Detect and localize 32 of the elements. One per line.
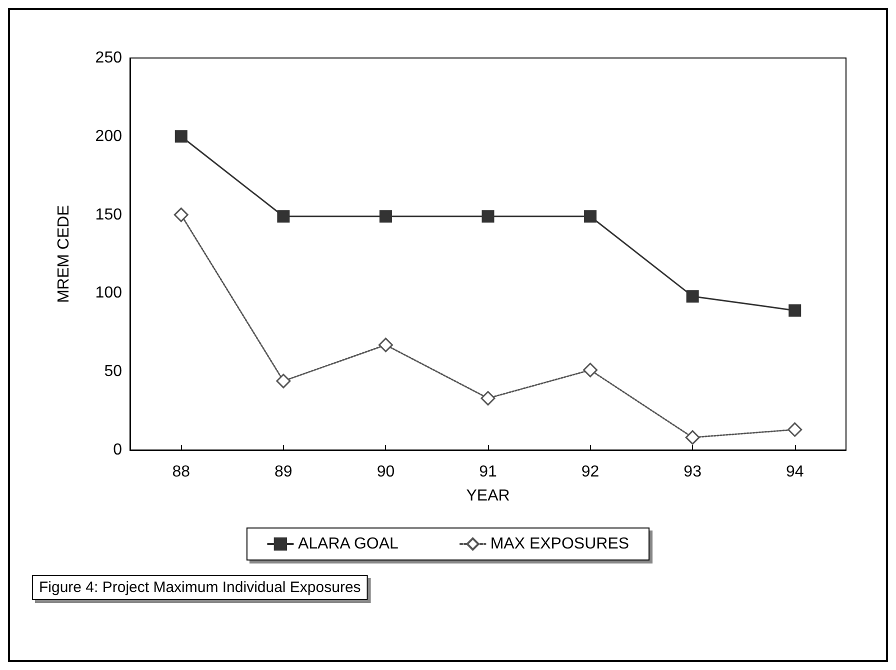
point xyxy=(788,422,802,437)
x-tick-label: 92 xyxy=(581,464,600,480)
point xyxy=(174,208,188,222)
point xyxy=(788,304,802,317)
point xyxy=(480,391,496,406)
x-tick-label: 89 xyxy=(274,464,292,480)
point xyxy=(686,290,699,303)
point xyxy=(276,374,291,388)
point xyxy=(378,338,393,352)
point xyxy=(482,210,494,223)
point xyxy=(685,430,700,445)
x-tick-label: 91 xyxy=(479,464,497,480)
y-tick-label: 100 xyxy=(95,284,122,302)
legend-label: MAX EXPOSURES xyxy=(490,536,630,552)
point xyxy=(583,362,598,378)
caption: Figure 4: Project Maximum Individual Exposures xyxy=(39,579,361,596)
y-tick-label: 50 xyxy=(104,363,122,380)
y-tick-label: 150 xyxy=(95,206,122,224)
y-tick-label: 250 xyxy=(95,50,122,66)
point xyxy=(584,210,597,223)
y-tick-label: 0 xyxy=(113,442,122,458)
y-axis-title: MREM CEDE xyxy=(56,205,72,303)
point xyxy=(379,210,392,223)
x-tick-label: 93 xyxy=(684,464,702,480)
x-tick-label: 88 xyxy=(172,464,190,480)
x-tick-label: 90 xyxy=(376,464,395,480)
point xyxy=(277,210,290,223)
x-tick-label: 94 xyxy=(786,464,804,480)
point xyxy=(174,130,188,143)
legend-label: ALARA GOAL xyxy=(298,536,399,552)
x-axis-title: YEAR xyxy=(466,488,510,504)
y-tick-label: 200 xyxy=(95,128,122,145)
